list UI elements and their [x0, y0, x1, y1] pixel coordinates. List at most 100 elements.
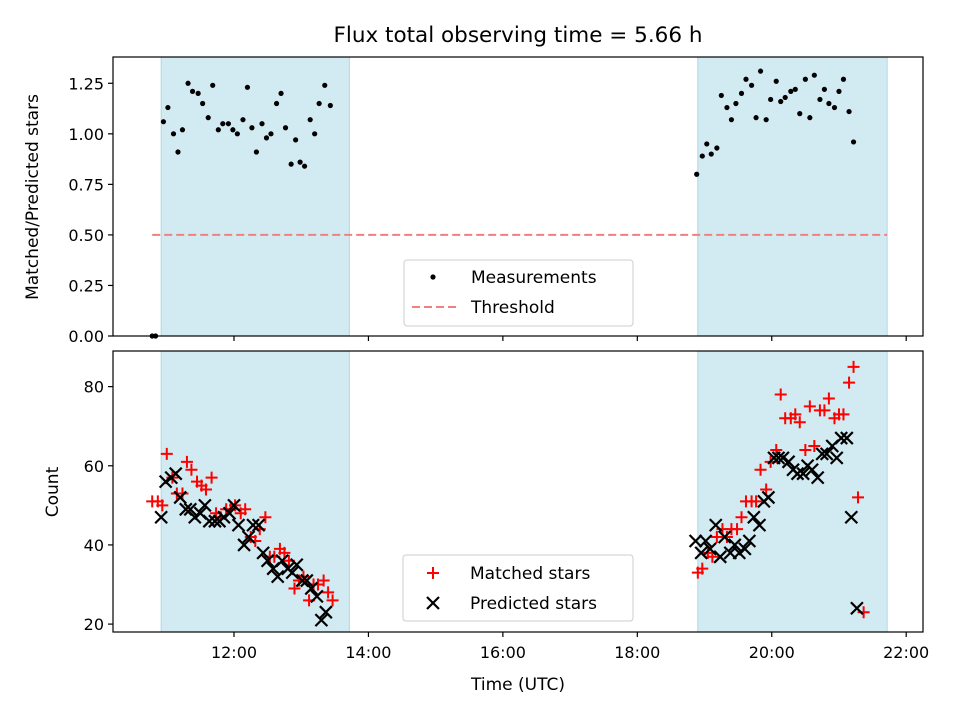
measurement-point	[708, 151, 714, 157]
counts-legend-box	[402, 554, 634, 622]
measurement-point	[195, 90, 201, 96]
predicted-star-point	[217, 510, 231, 525]
matched-star-point	[710, 531, 723, 544]
matched-star-point	[808, 439, 821, 452]
measurement-point	[807, 115, 813, 121]
measurement-point	[797, 111, 803, 117]
counts-legend: Matched stars Predicted stars	[402, 554, 634, 622]
predicted-star-point	[227, 498, 241, 513]
measurement-point	[288, 161, 294, 167]
predicted-star-point	[285, 565, 300, 580]
predicted-star-point	[314, 613, 329, 627]
measurement-point	[322, 82, 328, 88]
measurement-point	[826, 100, 832, 107]
matched-star-point	[847, 360, 860, 373]
counts-y-tick-label: 20	[84, 615, 104, 634]
measurement-point	[234, 131, 240, 137]
measurement-point	[215, 127, 221, 133]
predicted-star-point	[198, 498, 212, 513]
predicted-star-point	[698, 534, 713, 548]
matched-star-point	[803, 400, 816, 413]
measurement-point	[249, 125, 255, 131]
legend-matched-label: Matched stars	[470, 564, 590, 584]
matched-star-point	[750, 495, 763, 508]
matched-star-point	[818, 404, 831, 417]
predicted-star-point	[270, 569, 285, 584]
counts-observing-window-0	[160, 350, 350, 633]
measurement-point	[831, 104, 838, 111]
counts-panel-frame	[112, 350, 924, 633]
measurement-point	[821, 86, 828, 92]
measurement-point	[244, 84, 251, 90]
matched-star-point	[852, 491, 865, 504]
measurement-point	[175, 149, 181, 155]
measurement-point	[253, 149, 260, 155]
measurement-point	[263, 135, 270, 141]
predicted-star-point	[819, 447, 834, 461]
predicted-star-point	[208, 514, 222, 528]
predicted-star-point	[154, 510, 168, 525]
predicted-star-point	[732, 546, 747, 560]
measurement-point	[273, 100, 280, 107]
measurement-point	[846, 108, 852, 115]
measurement-point	[699, 153, 705, 159]
predicted-star-point	[771, 451, 786, 465]
matched-star-point	[176, 487, 189, 500]
matched-star-point	[205, 471, 218, 484]
matched-star-point	[160, 447, 173, 460]
predicted-star-point	[188, 510, 202, 525]
matched-star-point	[696, 562, 709, 575]
predicted-star-point	[796, 466, 810, 481]
matched-star-point	[199, 483, 212, 496]
legend-predicted-label: Predicted stars	[470, 594, 597, 614]
predicted-star-point	[815, 447, 829, 461]
ratio-y-tick-label: 0.75	[68, 175, 104, 194]
measurement-point	[753, 115, 759, 121]
predicted-star-point	[183, 502, 198, 517]
measurement-point	[316, 100, 322, 107]
measurement-point	[792, 86, 798, 92]
predicted-star-point	[251, 518, 266, 532]
predicted-star-point	[231, 518, 246, 532]
matched-star-point	[770, 443, 783, 456]
measurement-point	[763, 117, 769, 123]
predicted-star-point	[790, 466, 805, 481]
predicted-star-point	[241, 530, 256, 544]
predicted-star-point	[310, 589, 324, 604]
measurement-point	[189, 88, 196, 94]
x-tick-label: 20:00	[749, 643, 795, 662]
measurement-point	[714, 145, 720, 151]
measurement-point	[210, 82, 216, 88]
ratio-panel: 0.00 0.25 0.50 0.75 1.00 1.25 Matched/Predict…	[23, 56, 924, 346]
predicted-star-point	[810, 470, 825, 485]
predicted-star-point	[805, 462, 819, 477]
ratio-y-tick-label: 1.25	[68, 74, 104, 93]
measurement-point	[200, 100, 206, 107]
counts-y-axis-label: Count	[43, 466, 63, 517]
ratio-y-tick-label: 0.50	[68, 226, 104, 245]
measurement-point	[694, 171, 700, 177]
predicted-star-point	[158, 474, 173, 489]
measurement-point	[297, 159, 303, 165]
predicted-star-point	[742, 534, 757, 548]
predicted-star-point	[246, 518, 260, 532]
measurement-point	[225, 121, 231, 127]
measurement-point	[850, 139, 857, 145]
matched-star-point	[843, 376, 856, 389]
measurement-point	[230, 127, 236, 133]
predicted-star-point	[747, 510, 761, 525]
x-tick-label: 18:00	[614, 643, 660, 662]
counts-observing-window-1	[697, 350, 888, 633]
predicted-star-point	[738, 542, 752, 556]
predicted-star-point	[834, 431, 848, 445]
x-tick-label: 14:00	[345, 643, 391, 662]
measurement-point	[185, 80, 191, 86]
ratio-legend-box	[403, 259, 634, 327]
matched-star-point	[837, 408, 850, 421]
legend-threshold-label: Threshold	[470, 298, 555, 318]
measurement-point	[768, 96, 774, 103]
matched-star-point	[822, 392, 835, 405]
matched-star-point	[326, 594, 339, 607]
